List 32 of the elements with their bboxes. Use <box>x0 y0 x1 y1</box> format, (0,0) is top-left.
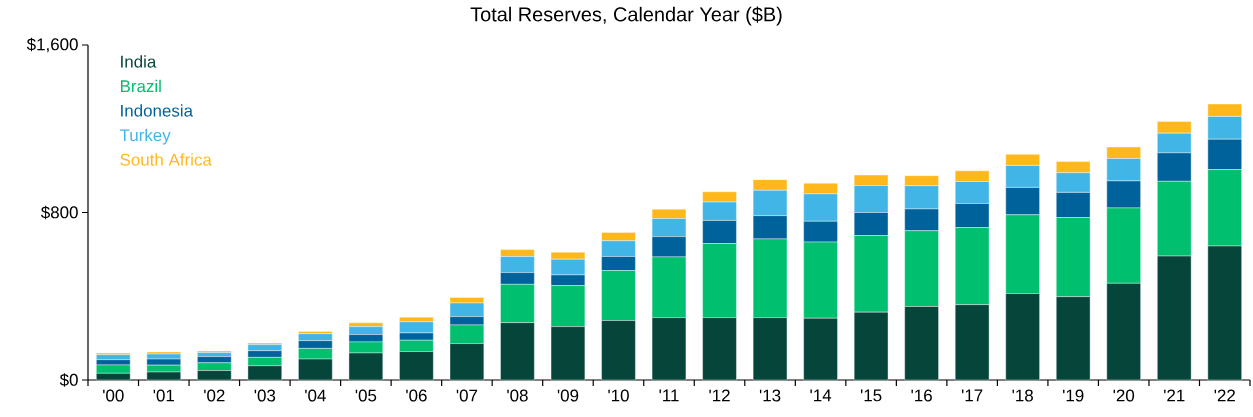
x-tick-label: '15 <box>860 389 882 402</box>
text: South Africa <box>120 153 212 166</box>
x-tick-label: '06 <box>406 389 427 402</box>
x-tick-label: '05 <box>355 389 377 402</box>
x-tick-label: '16 <box>911 389 932 402</box>
x-tick-label: '09 <box>557 389 579 402</box>
x-tick-label: '21 <box>1164 389 1185 402</box>
x-tick-label: '18 <box>1012 389 1033 402</box>
x-tick-label: '02 <box>204 389 225 402</box>
x-tick-label: '11 <box>659 389 679 402</box>
x-tick-label: '04 <box>305 389 326 402</box>
chart-title: Total Reserves, Calendar Year ($B) <box>470 6 782 26</box>
x-tick-label: '07 <box>456 389 478 402</box>
text: Brazil <box>120 79 161 93</box>
x-tick-label: '12 <box>709 389 730 402</box>
x-tick-label: '22 <box>1214 389 1235 402</box>
y-tick-label: $1,600 <box>26 37 78 53</box>
x-tick-label: '00 <box>103 389 124 402</box>
x-tick-label: '19 <box>1063 389 1084 402</box>
y-tick-label: $0 <box>59 373 78 387</box>
text: Turkey <box>119 128 171 145</box>
x-tick-label: '01 <box>153 389 174 402</box>
x-tick-label: '14 <box>810 389 832 402</box>
x-tick-label: '10 <box>608 389 629 402</box>
x-tick-label: '13 <box>759 389 781 402</box>
x-tick-label: '20 <box>1113 389 1135 402</box>
text: India <box>121 55 157 68</box>
x-tick-label: '08 <box>507 389 528 402</box>
text: Indonesia <box>121 104 194 117</box>
y-tick-label: $800 <box>40 205 78 220</box>
x-tick-label: '03 <box>254 389 276 402</box>
x-tick-label: '17 <box>961 389 983 402</box>
